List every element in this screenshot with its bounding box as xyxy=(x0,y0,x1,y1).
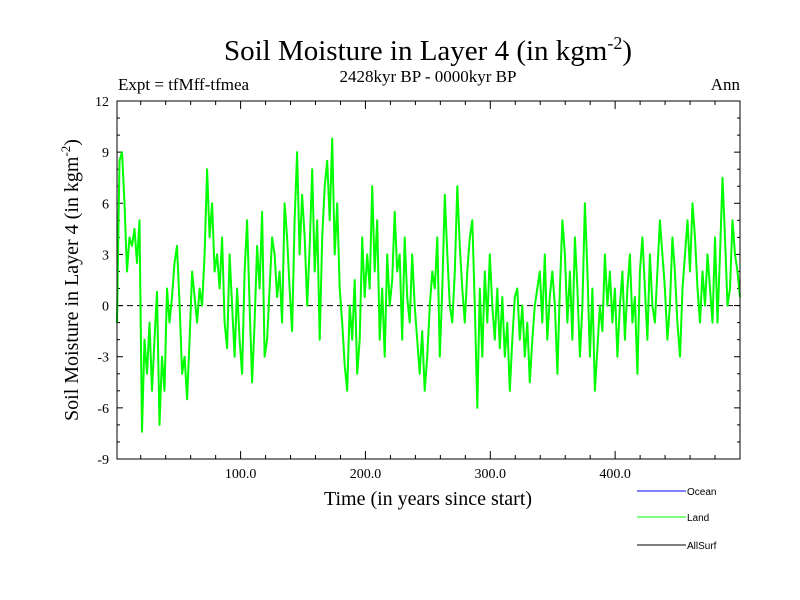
y-tick-label: 0 xyxy=(102,300,109,315)
chart-title-superscript: -2 xyxy=(607,33,622,53)
y-axis-label: Soil Moisture in Layer 4 (in kgm-2) xyxy=(58,139,83,421)
chart-title-close-paren: ) xyxy=(622,35,632,67)
subtitle-season: Ann xyxy=(711,75,741,94)
x-axis-label: Time (in years since start) xyxy=(324,488,532,510)
plot-area: -9 -6 -3 0 3 6 9 12 100.0 200.0 300.0 400.0 xyxy=(95,95,741,482)
x-tick-label: 300.0 xyxy=(475,467,507,482)
x-tick-label: 100.0 xyxy=(225,467,257,482)
plot-frame xyxy=(116,100,741,460)
subtitle-period: 2428kyr BP - 0000kyr BP xyxy=(340,67,517,86)
y-tick-label: 6 xyxy=(102,197,109,212)
x-tick-label: 400.0 xyxy=(599,467,631,482)
y-tick-label: 3 xyxy=(102,248,109,263)
y-tick-label: -3 xyxy=(97,351,109,366)
legend: Ocean Land AllSurf xyxy=(637,487,717,552)
y-tick-label: -9 xyxy=(97,453,109,468)
subtitle-experiment: Expt = tfMff-tfmea xyxy=(118,75,250,94)
legend-label-ocean: Ocean xyxy=(687,487,716,498)
x-tick-label: 200.0 xyxy=(350,467,382,482)
legend-label-allsurf: AllSurf xyxy=(687,541,717,552)
chart-title: Soil Moisture in Layer 4 (in kgm-2) xyxy=(224,33,632,67)
y-axis-label-superscript: -2 xyxy=(58,146,73,157)
legend-label-land: Land xyxy=(687,513,709,524)
y-tick-label: 9 xyxy=(102,146,109,161)
y-axis-label-close-paren: ) xyxy=(61,139,83,146)
series-line-land xyxy=(116,137,741,433)
y-tick-label: -6 xyxy=(97,402,109,417)
y-tick-label: 12 xyxy=(95,95,109,110)
